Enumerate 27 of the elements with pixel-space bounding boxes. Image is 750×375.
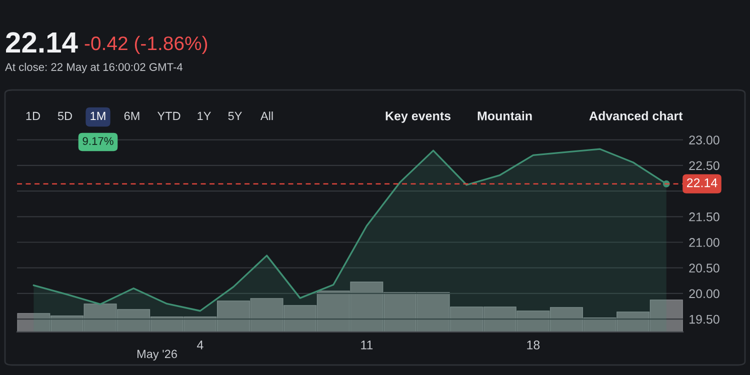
text: 1Y — [198, 112, 211, 120]
y-tick-label: 20.00 — [689, 289, 720, 298]
x-tick-label: 11 — [361, 340, 373, 350]
text: At close: 22 May at 16:00:02 GMT-4 — [5, 62, 183, 74]
text: 5Y — [228, 112, 242, 120]
text: 5D — [58, 112, 72, 120]
x-tick-label: 18 — [527, 340, 540, 350]
y-tick-label: 19.50 — [690, 314, 720, 324]
text: Mountain — [478, 111, 532, 120]
y-tick-label: 22.50 — [689, 161, 720, 170]
y-tick-label: 20.50 — [689, 264, 720, 273]
text: Advanced chart — [589, 111, 683, 120]
text: Key events — [386, 112, 450, 123]
text: 1D — [26, 112, 40, 120]
text: 6M — [124, 112, 140, 120]
text: 22.14 — [6, 32, 78, 53]
text: All — [260, 112, 273, 120]
y-tick-label: 23.00 — [689, 136, 720, 144]
annotation: 9.17% — [82, 137, 114, 145]
text: 1M — [90, 112, 106, 120]
text: -0.42 (-1.86%) — [84, 36, 208, 54]
ref-line-label: 22.14 — [686, 178, 718, 188]
y-tick-label: 21.00 — [689, 238, 720, 247]
text: May '26 — [137, 350, 177, 361]
text: YTD — [157, 112, 180, 120]
y-tick-label: 21.50 — [689, 212, 720, 222]
x-tick-label: 4 — [196, 340, 204, 350]
